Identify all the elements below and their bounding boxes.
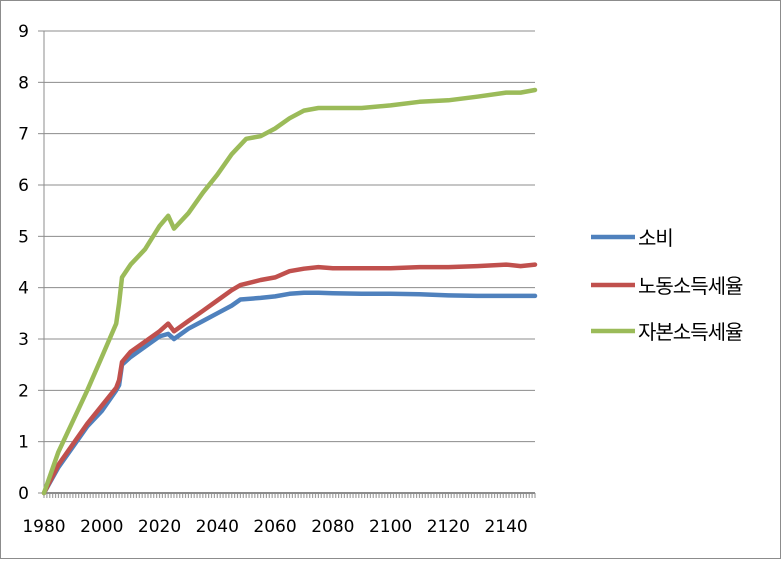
- x-tick-label: 2020: [138, 517, 181, 537]
- y-tick-label: 4: [18, 279, 29, 299]
- y-tick-label: 9: [18, 22, 29, 42]
- y-tick-labels: 0 1 2 3 4 5 6 7 8 9: [18, 22, 29, 504]
- y-tick-label: 5: [18, 227, 29, 247]
- x-tick-labels: 1980 2000 2020 2040 2060 2080 2100 2120 2140: [22, 517, 527, 537]
- x-tick-label: 2040: [196, 517, 239, 537]
- y-tick-label: 7: [18, 125, 29, 145]
- y-tick-label: 0: [18, 484, 29, 504]
- series-line-1: [41, 262, 538, 496]
- legend-label: 소비: [638, 226, 673, 250]
- x-tick-label: 2000: [80, 517, 123, 537]
- series-lines: [41, 87, 538, 496]
- y-tick-label: 3: [18, 330, 29, 350]
- series-line-2: [41, 87, 538, 496]
- x-tick-label: 2140: [484, 517, 527, 537]
- y-tick-label: 8: [18, 73, 29, 93]
- legend-label: 노동소득세율: [638, 274, 743, 298]
- y-tick-label: 6: [18, 176, 29, 196]
- legend-label: 자본소득세율: [638, 320, 743, 344]
- x-tick-label: 2080: [311, 517, 354, 537]
- gridlines: [44, 30, 535, 443]
- x-tick-label: 2060: [253, 517, 296, 537]
- x-tick-label: 1980: [22, 517, 65, 537]
- y-tick-label: 1: [18, 433, 29, 453]
- axes: [38, 30, 536, 498]
- x-tick-label: 2120: [427, 517, 470, 537]
- y-tick-label: 2: [18, 381, 29, 401]
- x-tick-label: 2100: [369, 517, 412, 537]
